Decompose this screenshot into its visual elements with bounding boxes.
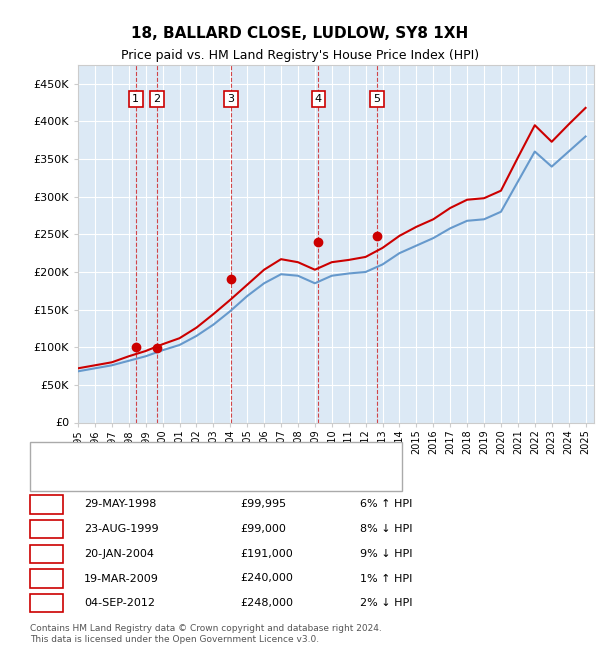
Text: —: — [42,465,62,484]
Text: 1: 1 [132,94,139,104]
Text: Contains HM Land Registry data © Crown copyright and database right 2024.
This d: Contains HM Land Registry data © Crown c… [30,624,382,644]
Text: 1: 1 [43,499,50,510]
Text: £99,995: £99,995 [240,499,286,510]
Text: 2: 2 [43,524,50,534]
Text: 04-SEP-2012: 04-SEP-2012 [84,598,155,608]
Text: 1% ↑ HPI: 1% ↑ HPI [360,573,412,584]
Text: 19-MAR-2009: 19-MAR-2009 [84,573,159,584]
Text: 3: 3 [43,549,50,559]
Text: HPI: Average price, detached house, Shropshire: HPI: Average price, detached house, Shro… [66,474,315,484]
Text: 4: 4 [43,573,50,584]
Text: 20-JAN-2004: 20-JAN-2004 [84,549,154,559]
Text: 6% ↑ HPI: 6% ↑ HPI [360,499,412,510]
Text: 18, BALLARD CLOSE, LUDLOW, SY8 1XH (detached house): 18, BALLARD CLOSE, LUDLOW, SY8 1XH (deta… [66,454,368,463]
Text: 9% ↓ HPI: 9% ↓ HPI [360,549,413,559]
Text: £191,000: £191,000 [240,549,293,559]
Text: 3: 3 [227,94,235,104]
Text: 23-AUG-1999: 23-AUG-1999 [84,524,158,534]
Text: 5: 5 [43,598,50,608]
Text: —: — [42,454,62,473]
Text: 18, BALLARD CLOSE, LUDLOW, SY8 1XH: 18, BALLARD CLOSE, LUDLOW, SY8 1XH [131,26,469,41]
Text: 2: 2 [153,94,160,104]
Text: 5: 5 [373,94,380,104]
Text: £248,000: £248,000 [240,598,293,608]
Text: 29-MAY-1998: 29-MAY-1998 [84,499,157,510]
Text: £99,000: £99,000 [240,524,286,534]
Text: 2% ↓ HPI: 2% ↓ HPI [360,598,413,608]
Text: 8% ↓ HPI: 8% ↓ HPI [360,524,413,534]
Text: Price paid vs. HM Land Registry's House Price Index (HPI): Price paid vs. HM Land Registry's House … [121,49,479,62]
Text: 4: 4 [315,94,322,104]
Text: £240,000: £240,000 [240,573,293,584]
